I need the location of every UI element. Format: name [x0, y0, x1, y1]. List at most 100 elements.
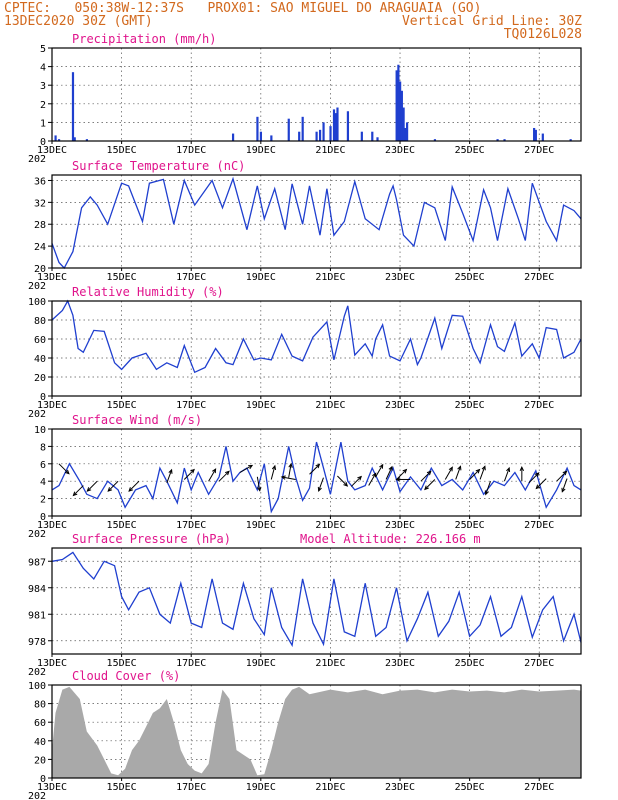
precip-bar [399, 81, 402, 141]
y-tick-label: 20 [34, 373, 46, 384]
wind-arrow [535, 478, 547, 489]
precip-bar [400, 90, 403, 141]
wind-arrow [309, 463, 320, 475]
x-tick-label: 15DEC [107, 520, 137, 531]
y-tick-label: 3 [40, 81, 46, 92]
x-tick-label: 17DEC [176, 272, 206, 283]
wind-arrow-head [448, 466, 453, 472]
wind-arrow [208, 468, 217, 482]
y-tick-label: 2 [40, 100, 46, 111]
x-tick-label: 23DEC [385, 658, 415, 669]
precip-bar [71, 72, 75, 141]
y-tick-label: 4 [40, 477, 46, 488]
precip-bar [433, 139, 437, 141]
y-tick-label: 36 [34, 176, 46, 187]
precip-bar [287, 118, 290, 141]
y-tick-label: 40 [34, 354, 46, 365]
x-tick-label: 19DEC [246, 782, 276, 793]
x-tick-label: 13DEC [37, 658, 67, 669]
y-tick-label: 2 [40, 495, 46, 506]
x-tick-label: 25DEC [455, 145, 485, 156]
precip-bar [259, 131, 263, 141]
precip-bar [256, 116, 259, 141]
y-tick-label: 32 [34, 198, 46, 209]
wind-arrow-head [535, 484, 541, 490]
wind-arrow [368, 473, 377, 486]
wind-arrow-head [424, 485, 429, 491]
x-start-year-label: 202 [28, 154, 46, 165]
wind-arrow [455, 466, 461, 480]
wind-arrow [503, 467, 510, 482]
wind-arrow-head [225, 470, 230, 476]
x-tick-label: 15DEC [107, 658, 137, 669]
wind-arrow [528, 472, 540, 484]
precip-bar [270, 135, 273, 141]
header-line3-right: TQ0126L028 [503, 27, 582, 42]
x-tick-label: 19DEC [246, 520, 276, 531]
x-tick-label: 15DEC [107, 782, 137, 793]
x-tick-label: 27DEC [524, 272, 554, 283]
y-tick-label: 80 [34, 316, 46, 327]
x-tick-label: 25DEC [455, 782, 485, 793]
x-tick-label: 27DEC [524, 658, 554, 669]
y-tick-label: 4 [40, 63, 46, 74]
wind-arrow [107, 480, 119, 492]
precip-bar [569, 139, 572, 141]
wind-arrow [424, 479, 436, 490]
wind-arrow [288, 463, 292, 478]
wind-arrow-head [426, 470, 432, 476]
x-tick-label: 25DEC [455, 272, 485, 283]
panel-frame [51, 547, 582, 655]
wind-arrow-head [534, 472, 540, 477]
series-line [51, 176, 582, 270]
wind-arrow [128, 480, 140, 492]
wind-arrow-head [475, 468, 481, 474]
precip-bar [318, 129, 322, 141]
wind-arrow-head [168, 468, 173, 474]
precip-bar [315, 131, 318, 141]
wind-arrow-head [128, 487, 134, 492]
y-tick-label: 0 [40, 137, 46, 148]
wind-arrow [73, 485, 84, 496]
wind-arrow [239, 465, 253, 473]
x-tick-label: 21DEC [315, 400, 345, 411]
header-line2-right: Vertical Grid Line: 30Z [401, 14, 582, 29]
wind-arrow [86, 480, 98, 492]
wind-arrow [396, 469, 407, 480]
wind-arrow [420, 470, 432, 482]
precip-bar [332, 109, 336, 141]
precip-bar [360, 131, 363, 141]
wind-arrow [218, 470, 230, 482]
wind-arrow-head [388, 465, 393, 471]
y-tick-label: 0 [40, 392, 46, 403]
x-tick-label: 13DEC [37, 782, 67, 793]
y-tick-label: 28 [34, 220, 46, 231]
y-tick-label: 1 [40, 118, 46, 129]
panel-title: Surface Pressure (hPa) [72, 532, 231, 546]
precip-bar [404, 127, 407, 141]
x-tick-label: 23DEC [385, 782, 415, 793]
y-tick-label: 0 [40, 774, 46, 785]
x-start-year-label: 202 [28, 667, 46, 678]
x-start-year-label: 202 [28, 791, 46, 800]
panel-title: Cloud Cover (%) [72, 669, 180, 683]
wind-arrow [166, 469, 173, 484]
precip-bar [73, 137, 76, 141]
y-tick-label: 80 [34, 700, 46, 711]
precip-bar [329, 126, 332, 141]
wind-arrow-head [357, 475, 363, 481]
x-tick-label: 21DEC [315, 520, 345, 531]
wind-arrow-head [506, 466, 511, 473]
panel-title: Surface Wind (m/s) [72, 413, 202, 427]
y-tick-label: 987 [28, 557, 46, 568]
panel-frame [51, 684, 582, 779]
x-tick-label: 17DEC [176, 520, 206, 531]
precip-bar [533, 127, 536, 141]
x-tick-label: 23DEC [385, 400, 415, 411]
wind-arrow-head [212, 468, 217, 474]
wind-arrow-head [256, 486, 262, 492]
wind-arrow-head [248, 464, 254, 470]
wind-arrow [183, 469, 195, 480]
precip-bar [376, 137, 379, 141]
wind-arrow-head [379, 463, 384, 469]
